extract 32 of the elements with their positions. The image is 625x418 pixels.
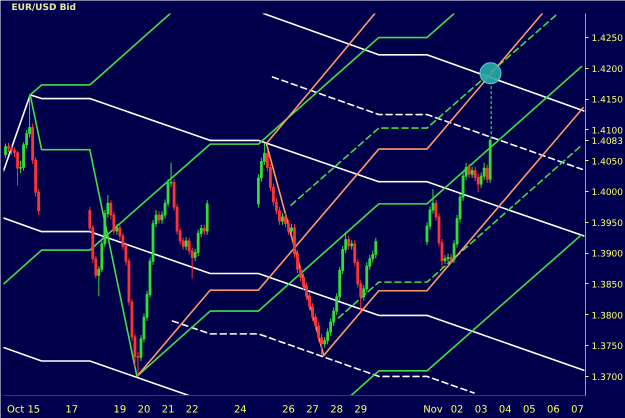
x-tick-label: 26	[282, 404, 295, 416]
y-tick-label: 1.4200	[592, 64, 624, 75]
x-tick-label: 27	[306, 404, 319, 416]
x-tick-label: 17	[65, 404, 78, 416]
y-tick-label: 1.4250	[592, 34, 624, 44]
x-tick-label: 06	[547, 404, 560, 416]
x-tick-label: 03	[474, 404, 488, 416]
y-tick-label: 1.3900	[592, 250, 624, 260]
x-tick-label: 04	[498, 404, 512, 416]
x-tick-label: 29	[354, 404, 368, 416]
y-tick-label: 1.3950	[592, 218, 624, 229]
y-tick-label: 1.3800	[592, 311, 624, 322]
x-tick-label: 20	[138, 404, 150, 416]
x-tick-label: 02	[450, 404, 464, 416]
x-tick-label: Oct 15	[6, 404, 40, 416]
x-tick-label: 22	[186, 404, 199, 416]
y-tick-label: 1.4000	[592, 188, 624, 198]
y-tick-label: 1.3750	[592, 342, 624, 352]
x-tick-label: 28	[330, 404, 344, 416]
x-tick-label: 07	[571, 404, 584, 416]
x-tick-label: 24	[234, 404, 247, 416]
x-tick-label: Nov	[423, 404, 443, 416]
y-tick-label: 1.3850	[592, 280, 624, 290]
x-tick-label: 19	[114, 404, 126, 416]
x-tick-label: 05	[522, 404, 536, 416]
x-tick-label: 21	[162, 404, 174, 416]
y-tick-label: 1.4100	[592, 126, 624, 136]
y-tick-label: 1.3700	[592, 372, 624, 383]
y-tick-label: 1.4083	[592, 136, 623, 147]
y-tick-label: 1.4050	[592, 157, 624, 168]
y-tick-label: 1.4150	[592, 96, 624, 106]
chart-title: EUR/USD Bid	[12, 3, 76, 13]
